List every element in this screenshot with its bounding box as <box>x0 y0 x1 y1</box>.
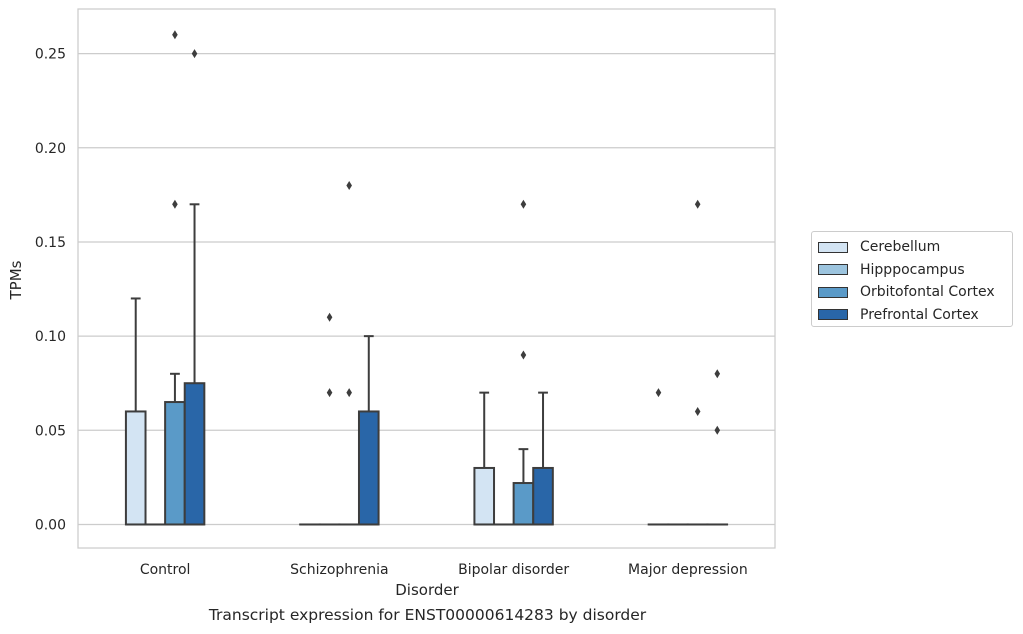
x-tick-label: Major depression <box>628 562 748 578</box>
box-orbitofontal-cortex <box>686 199 709 526</box>
box-rect <box>124 410 147 526</box>
outlier-point <box>172 30 178 40</box>
outlier-point <box>346 180 352 190</box>
box-rect <box>532 466 554 526</box>
box-cerebellum <box>647 388 670 526</box>
box-prefrontal-cortex <box>357 335 380 526</box>
plot-frame <box>77 8 776 549</box>
legend-swatch <box>818 264 848 276</box>
y-axis-label: TPMs <box>7 260 25 300</box>
outlier-point <box>346 388 352 398</box>
outlier-point <box>520 350 527 360</box>
box-prefrontal-cortex <box>706 369 729 526</box>
box-layer <box>124 30 729 526</box>
x-tick-label: Schizophrenia <box>290 562 388 578</box>
y-tick-labels: 0.00 0.05 0.10 0.15 0.20 0.25 <box>35 47 66 534</box>
legend-item: Orbitofontal Cortex <box>818 281 1006 304</box>
legend-item: Prefrontal Cortex <box>818 304 1006 327</box>
chart-caption: Transcript expression for ENST0000061428… <box>208 606 647 624</box>
box-orbitofontal-cortex <box>512 199 535 526</box>
legend: Cerebellum Hipppocampus Orbitofontal Corte… <box>811 231 1013 327</box>
box-rect <box>183 382 206 526</box>
x-tick-labels: Control Schizophrenia Bipolar disorder Majo… <box>140 562 748 578</box>
box-rect <box>164 401 186 526</box>
box-cerebellum <box>124 297 147 526</box>
legend-swatch <box>818 309 848 321</box>
box-rect <box>357 410 380 526</box>
outlier-point <box>655 388 662 398</box>
outlier-point <box>714 369 721 379</box>
x-tick-label: Control <box>140 562 191 578</box>
legend-label: Prefrontal Cortex <box>860 306 979 323</box>
outlier-point <box>520 199 527 209</box>
box-hipppocampus <box>318 312 341 526</box>
legend-label: Orbitofontal Cortex <box>860 284 995 301</box>
y-tick-label: 0.05 <box>35 423 66 439</box>
box-rect <box>473 466 496 526</box>
y-tick-label: 0.20 <box>35 141 66 157</box>
legend-swatch <box>818 286 848 298</box>
box-orbitofontal-cortex <box>164 30 186 526</box>
outlier-point <box>694 406 701 416</box>
outlier-point <box>694 199 701 209</box>
legend-swatch <box>818 241 848 253</box>
outlier-point <box>326 388 333 398</box>
legend-item: Cerebellum <box>818 236 1006 259</box>
legend-label: Cerebellum <box>860 239 941 256</box>
x-axis-label: Disorder <box>395 581 459 599</box>
box-cerebellum <box>473 391 496 526</box>
y-tick-label: 0.10 <box>35 329 66 345</box>
outlier-point <box>191 49 198 59</box>
box-rect <box>512 482 535 526</box>
legend-label: Hipppocampus <box>860 261 965 278</box>
y-tick-label: 0.25 <box>35 47 66 63</box>
y-tick-label: 0.00 <box>35 517 66 533</box>
box-prefrontal-cortex <box>183 49 206 526</box>
box-prefrontal-cortex <box>532 391 554 526</box>
outlier-point <box>172 199 178 209</box>
legend-item: Hipppocampus <box>818 259 1006 282</box>
outlier-point <box>714 425 721 435</box>
outlier-point <box>326 312 333 322</box>
x-tick-label: Bipolar disorder <box>458 562 569 578</box>
y-tick-label: 0.15 <box>35 235 66 251</box>
box-orbitofontal-cortex <box>338 180 360 526</box>
